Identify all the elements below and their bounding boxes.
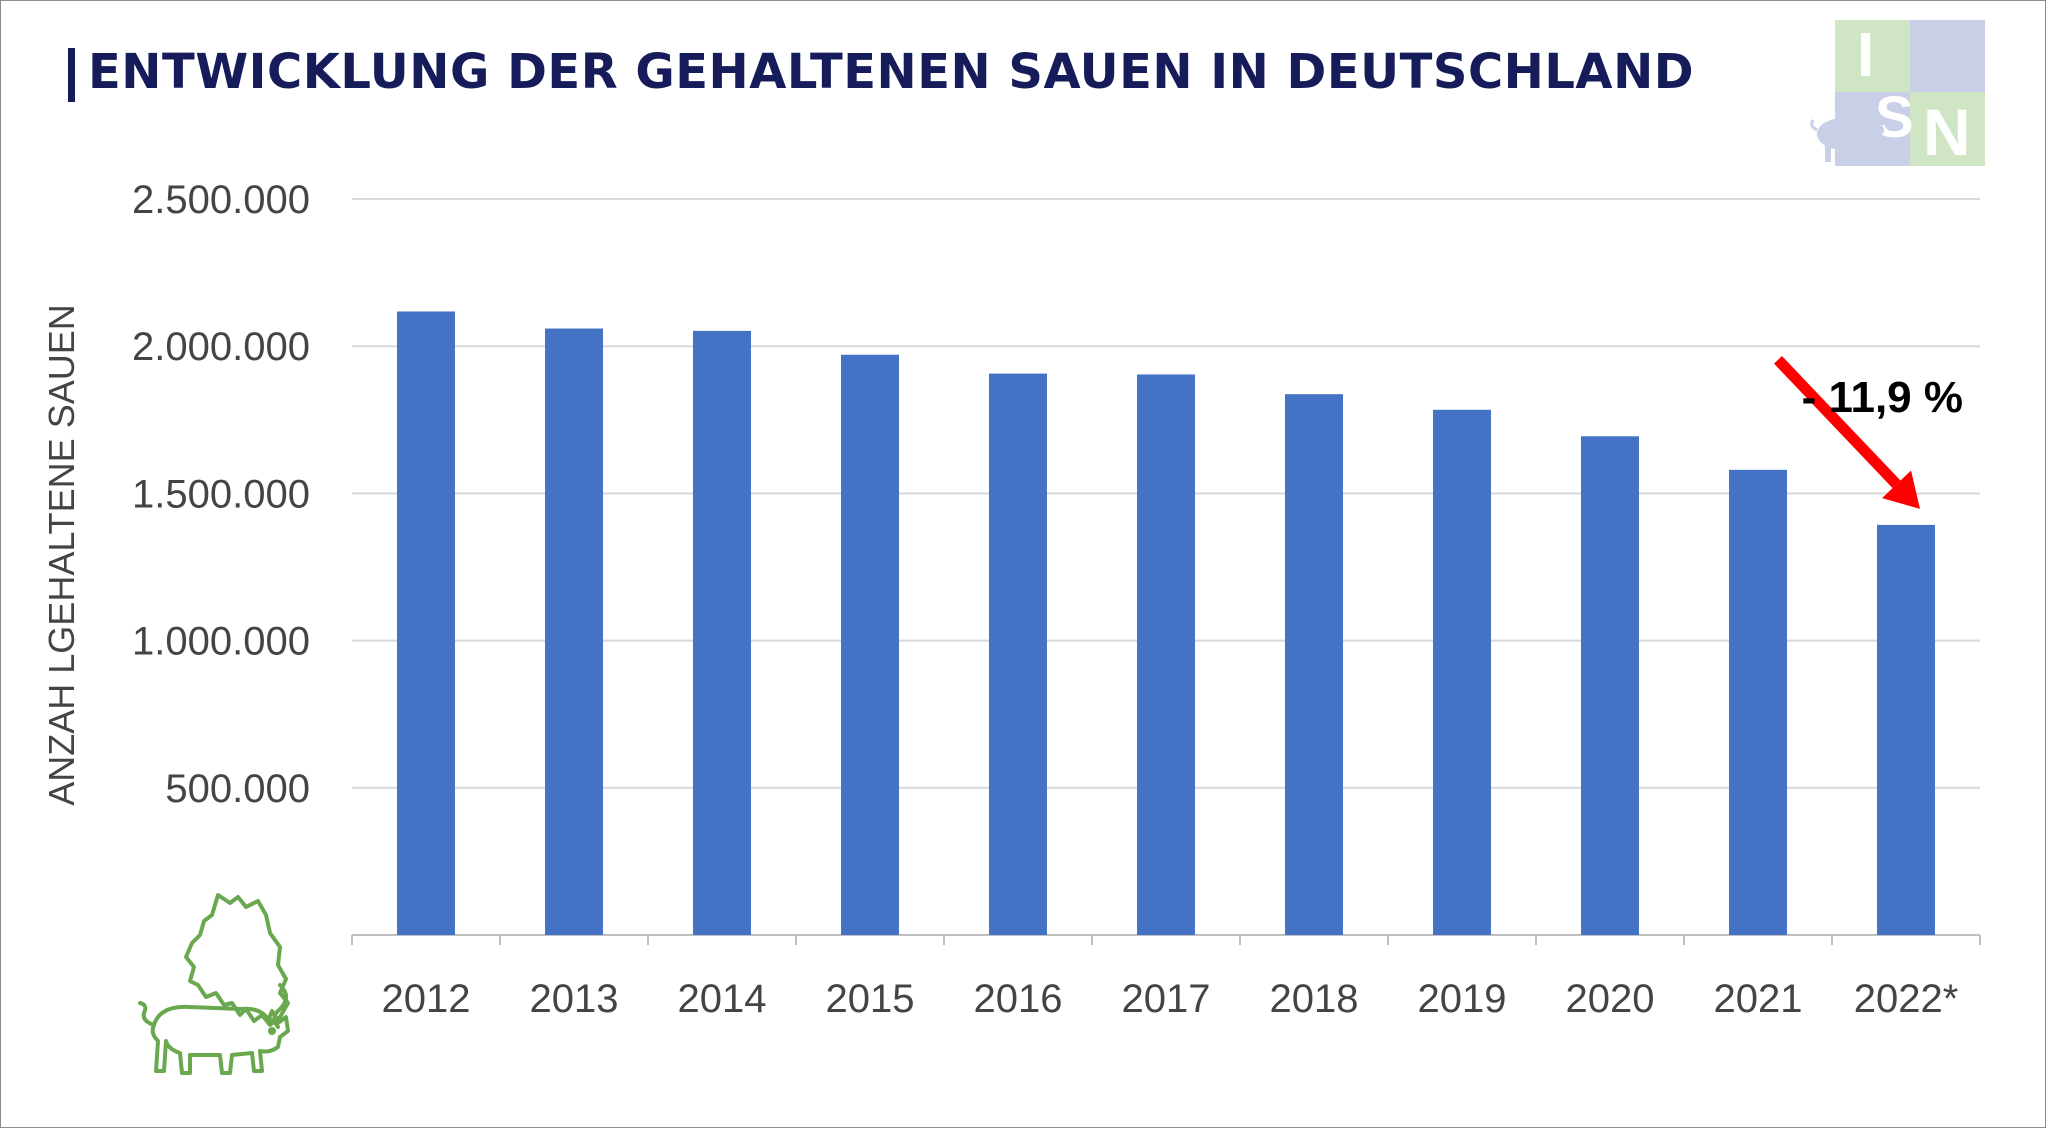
x-tick-label: 2017 — [1122, 977, 1211, 1021]
isn-logo: I S N — [1805, 18, 1985, 170]
x-tick-label: 2016 — [974, 977, 1063, 1021]
logo-tile-blank — [1910, 20, 1985, 92]
isn-logo-pig-icon — [1810, 112, 1884, 162]
bar-2017 — [1137, 374, 1195, 935]
logo-tile-n — [1910, 92, 1985, 166]
bar-2019 — [1433, 409, 1491, 935]
y-tick-label: 1.500.000 — [132, 472, 310, 516]
x-tick-label: 2013 — [530, 977, 619, 1021]
logo-letter-i: I — [1857, 21, 1875, 90]
x-tick-label: 2022* — [1854, 977, 1959, 1021]
logo-tile-i — [1835, 20, 1910, 92]
bar-2014 — [693, 330, 751, 935]
y-tick-label: 1.000.000 — [132, 620, 310, 664]
bar-2022 — [1877, 524, 1935, 935]
change-annotation: - 11,9 % — [1802, 373, 1963, 422]
red-arrow-head — [1882, 470, 1920, 509]
x-tick-label: 2019 — [1418, 977, 1507, 1021]
red-arrow-icon — [1774, 356, 1901, 489]
x-tick-label: 2014 — [678, 977, 767, 1021]
x-tick-label: 2020 — [1566, 977, 1655, 1021]
title-accent-bar — [68, 48, 75, 102]
bar-2015 — [841, 354, 899, 935]
y-tick-label: 2.000.000 — [132, 325, 310, 369]
chart-title: ENTWICKLUNG DER GEHALTENEN SAUEN IN DEUT… — [88, 44, 1695, 100]
bar-2021 — [1729, 469, 1787, 935]
bar-2016 — [989, 373, 1047, 935]
y-tick-label: 500.000 — [165, 767, 310, 811]
bar-2012 — [397, 311, 455, 935]
germany-map-pig-icon — [138, 893, 290, 1075]
logo-letter-s: S — [1875, 85, 1914, 150]
x-tick-label: 2015 — [826, 977, 915, 1021]
y-tick-label: 2.500.000 — [132, 178, 310, 222]
x-tick-label: 2021 — [1714, 977, 1803, 1021]
logo-letter-n: N — [1923, 95, 1971, 169]
x-tick-label: 2012 — [382, 977, 471, 1021]
bar-2018 — [1285, 394, 1343, 935]
bar-2013 — [545, 328, 603, 935]
bar-2020 — [1581, 436, 1639, 935]
x-tick-label: 2018 — [1270, 977, 1359, 1021]
